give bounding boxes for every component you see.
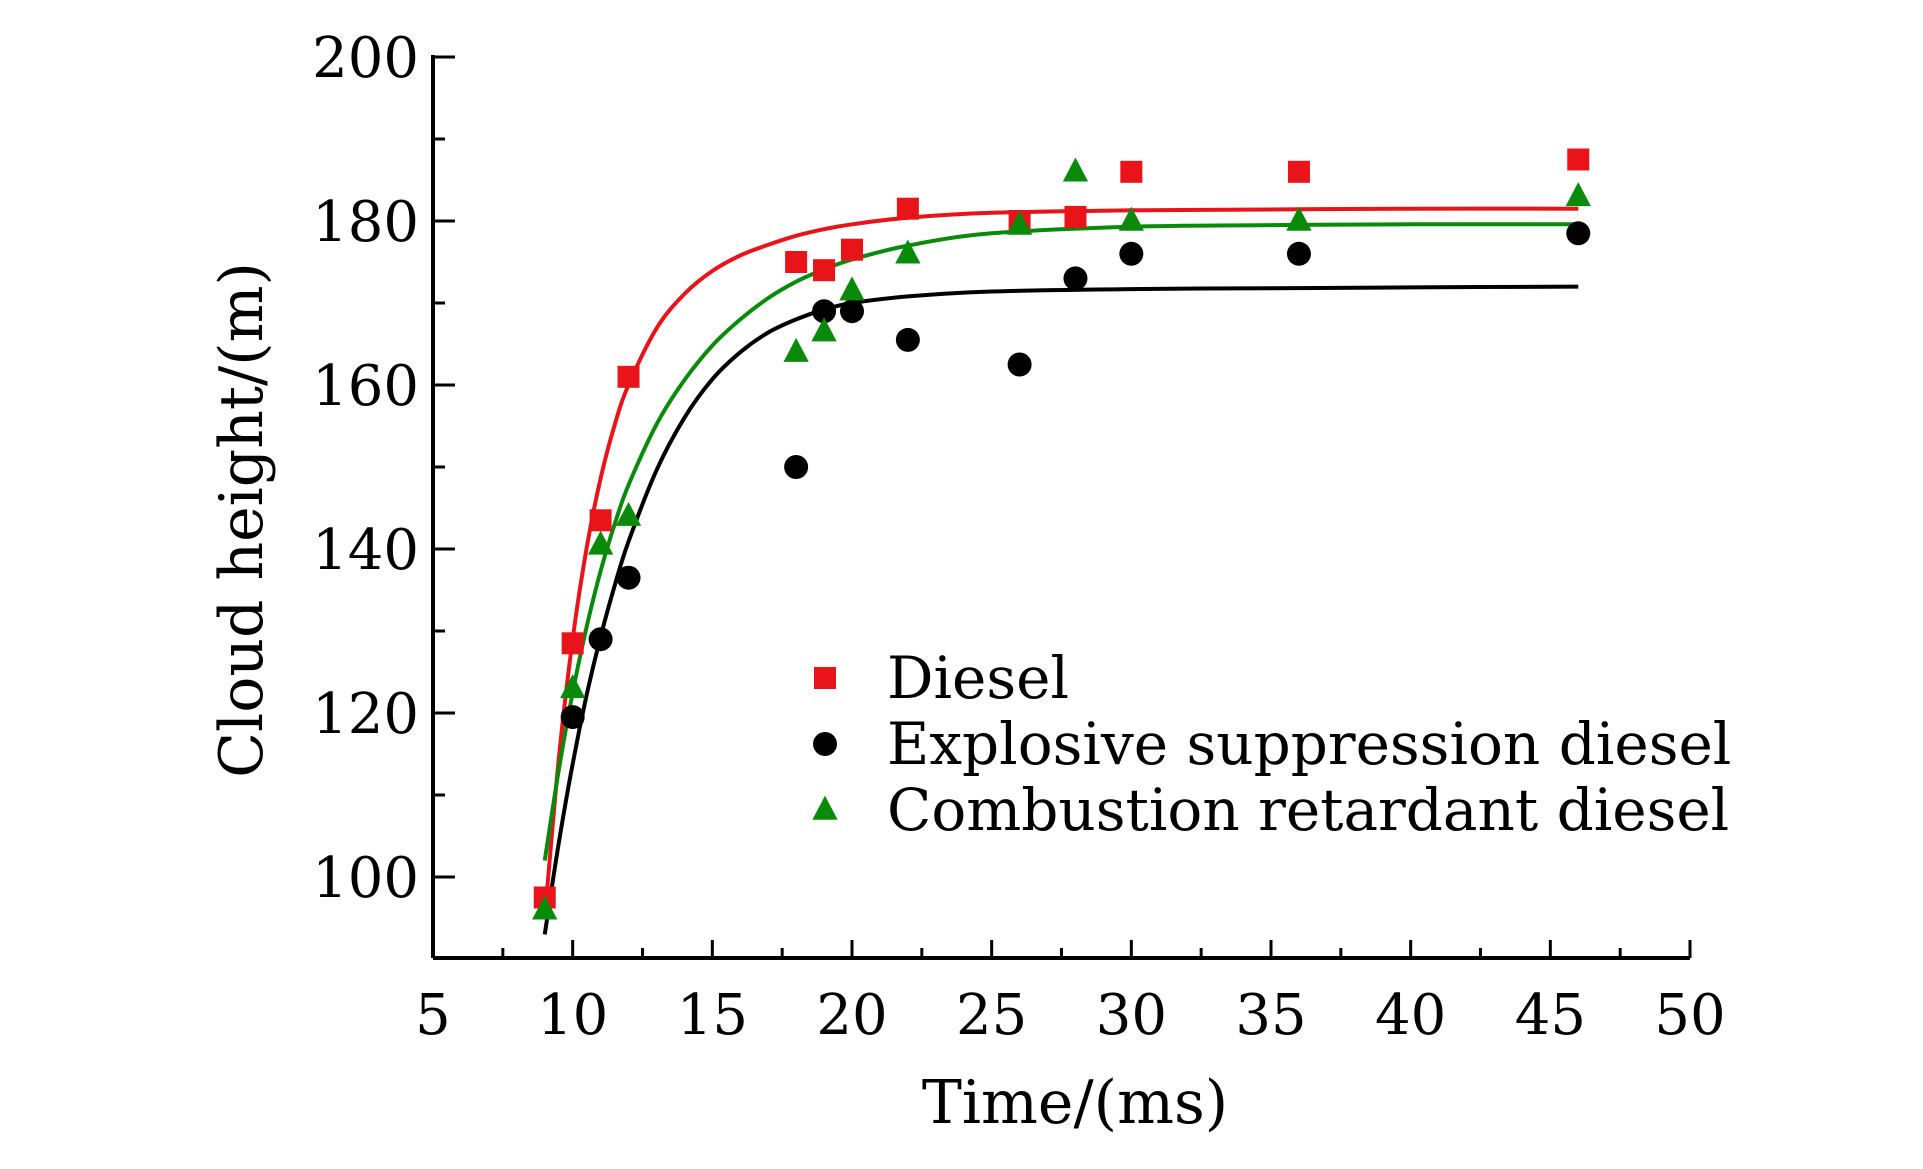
x-tick-label: 30 xyxy=(1096,983,1167,1048)
data-point-series-1 xyxy=(1567,148,1590,171)
data-point-series-1 xyxy=(1064,205,1087,228)
fit-curve-3 xyxy=(542,222,1579,861)
legend-label-2: Explosive suppression diesel xyxy=(887,710,1731,778)
data-point-series-3 xyxy=(1286,206,1312,231)
data-point-series-2 xyxy=(1566,221,1591,246)
data-point-series-1 xyxy=(561,632,584,655)
data-point-series-1 xyxy=(589,509,612,532)
data-point-series-3 xyxy=(1118,206,1144,231)
x-tick-label: 15 xyxy=(677,983,748,1048)
data-point-series-1 xyxy=(617,365,640,388)
x-tick-label: 10 xyxy=(537,983,608,1048)
x-tick-label: 45 xyxy=(1515,983,1586,1048)
data-point-series-3 xyxy=(1565,182,1591,207)
data-point-series-1 xyxy=(813,259,836,282)
data-point-series-2 xyxy=(840,299,864,324)
legend-label-1: Diesel xyxy=(887,644,1069,712)
data-point-series-3 xyxy=(615,501,642,526)
y-tick-label: 160 xyxy=(312,354,419,419)
data-point-series-1 xyxy=(1287,160,1310,183)
y-tick-label: 140 xyxy=(312,518,419,583)
data-point-series-3 xyxy=(532,895,558,920)
data-point-series-3 xyxy=(783,337,809,362)
fit-curve-1 xyxy=(542,206,1579,919)
x-tick-label: 20 xyxy=(816,983,887,1048)
x-tick-label: 50 xyxy=(1654,983,1725,1048)
x-tick-label: 40 xyxy=(1375,983,1446,1048)
data-point-series-2 xyxy=(784,455,809,479)
data-point-series-2 xyxy=(1063,266,1088,291)
data-point-series-2 xyxy=(588,627,613,652)
data-point-series-3 xyxy=(1006,210,1033,235)
x-tick-label: 25 xyxy=(956,983,1027,1048)
legend-marker-3 xyxy=(812,795,838,820)
data-points xyxy=(532,148,1591,920)
data-point-series-3 xyxy=(587,530,614,555)
y-tick-label: 200 xyxy=(312,26,419,91)
data-point-series-2 xyxy=(812,299,837,324)
axes: 5 10 15 20 25 30 35 40 45 50 100 120 140 160 180 200 xyxy=(312,26,1726,1048)
x-tick-label: 35 xyxy=(1235,983,1306,1048)
data-point-series-2 xyxy=(1007,352,1032,377)
x-tick-label: 5 xyxy=(415,983,451,1048)
data-point-series-2 xyxy=(895,327,920,352)
data-point-series-2 xyxy=(1286,241,1311,266)
data-point-series-1 xyxy=(896,197,919,220)
data-point-series-3 xyxy=(1062,157,1089,182)
fit-curves xyxy=(542,206,1579,935)
y-tick-label: 180 xyxy=(312,190,419,255)
legend-label-3: Combustion retardant diesel xyxy=(887,776,1729,844)
data-point-series-3 xyxy=(811,317,837,342)
data-point-series-1 xyxy=(785,251,808,273)
data-point-series-2 xyxy=(616,565,641,590)
legend-marker-1 xyxy=(814,667,836,689)
legend-marker-2 xyxy=(813,732,837,756)
data-point-series-1 xyxy=(1120,160,1143,183)
data-point-series-3 xyxy=(895,239,921,264)
data-point-series-1 xyxy=(841,238,863,261)
y-tick-label: 120 xyxy=(312,682,419,747)
fit-curve-2 xyxy=(542,284,1579,935)
data-point-series-3 xyxy=(560,674,586,699)
x-axis-title: Time/(ms) xyxy=(922,1068,1228,1138)
y-tick-label: 100 xyxy=(312,846,419,911)
data-point-series-2 xyxy=(1119,241,1144,266)
data-point-series-2 xyxy=(560,705,585,730)
y-axis-title: Cloud height/(m) xyxy=(207,262,277,778)
data-point-series-3 xyxy=(839,276,865,301)
